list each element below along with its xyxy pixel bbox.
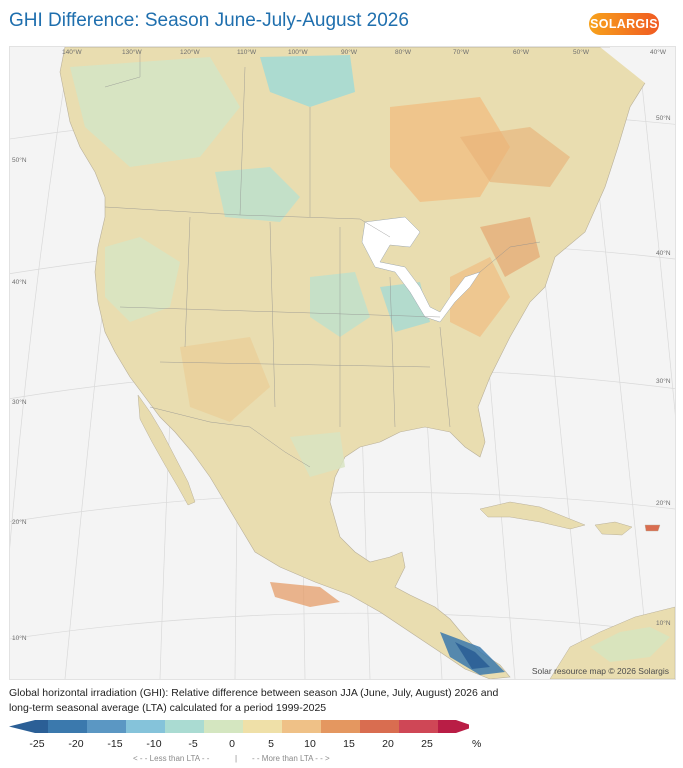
lat-label-left: 10°N [12, 635, 27, 642]
baja-california [137, 394, 196, 506]
hispaniola [594, 521, 633, 536]
scale-segment [9, 720, 48, 733]
puerto-rico [644, 524, 661, 532]
scale-segment [48, 720, 87, 733]
north-america-land [59, 47, 656, 679]
scale-tick-label: 5 [268, 738, 274, 750]
scale-tick-label: -10 [146, 738, 162, 750]
scale-tick-label: 0 [229, 738, 235, 750]
lat-label-right: 10°N [656, 620, 671, 627]
lon-label: 120°W [180, 49, 200, 56]
lon-label: 100°W [288, 49, 308, 56]
more-than-lta-note: - - More than LTA - - > [252, 754, 330, 763]
scale-tick-label: 20 [382, 738, 394, 750]
anomaly-patches [70, 55, 570, 675]
map-title: GHI Difference: Season June-July-August … [9, 10, 409, 31]
lat-label-right: 40°N [656, 250, 671, 257]
map-canvas [10, 47, 675, 679]
lon-label: 80°W [395, 49, 411, 56]
scale-segment [399, 720, 438, 733]
great-lakes [361, 216, 481, 323]
lat-label-right: 20°N [656, 500, 671, 507]
scale-segment [321, 720, 360, 733]
map-caption: Global horizontal irradiation (GHI): Rel… [9, 687, 499, 714]
lon-label: 130°W [122, 49, 142, 56]
map-credit: Solar resource map © 2026 Solargis [531, 666, 669, 676]
less-than-lta-note: < - - Less than LTA - - [133, 754, 210, 763]
lon-label: 60°W [513, 49, 529, 56]
legend-separator: | [235, 754, 238, 763]
scale-tick-label: -20 [68, 738, 84, 750]
solargis-logo: SOLARGIS [589, 13, 659, 35]
scale-tick-label: -25 [29, 738, 45, 750]
scale-segment [87, 720, 126, 733]
scale-segment [165, 720, 204, 733]
cuba [479, 501, 586, 530]
lat-label-left: 40°N [12, 279, 27, 286]
scale-tick-label: 10 [304, 738, 316, 750]
lon-label: 110°W [237, 49, 257, 56]
lon-label: 50°W [573, 49, 589, 56]
greenland [600, 47, 675, 107]
boundaries [104, 52, 541, 468]
scale-segment [282, 720, 321, 733]
scale-tick-label: 15 [343, 738, 355, 750]
scale-segment [204, 720, 243, 733]
lat-label-left: 30°N [12, 399, 27, 406]
scale-tick-label: 25 [421, 738, 433, 750]
lat-label-right: 50°N [656, 115, 671, 122]
scale-segment [243, 720, 282, 733]
lat-label-left: 20°N [12, 519, 27, 526]
scale-tick-label: -15 [107, 738, 123, 750]
color-scale-bar [9, 720, 469, 733]
scale-unit: % [472, 738, 482, 750]
lat-label-right: 30°N [656, 378, 671, 385]
scale-segment [438, 720, 469, 733]
lon-label: 140°W [62, 49, 82, 56]
lat-label-left: 50°N [12, 157, 27, 164]
ghi-difference-map: 140°W 130°W 120°W 110°W 100°W 90°W 80°W … [9, 46, 676, 680]
scale-tick-label: -5 [188, 738, 198, 750]
lon-label: 70°W [453, 49, 469, 56]
south-america-anomaly [590, 627, 670, 662]
scale-segment [360, 720, 399, 733]
lon-label: 90°W [341, 49, 357, 56]
scale-segment [126, 720, 165, 733]
lon-label: 40°W [650, 49, 666, 56]
color-scale [9, 719, 469, 734]
